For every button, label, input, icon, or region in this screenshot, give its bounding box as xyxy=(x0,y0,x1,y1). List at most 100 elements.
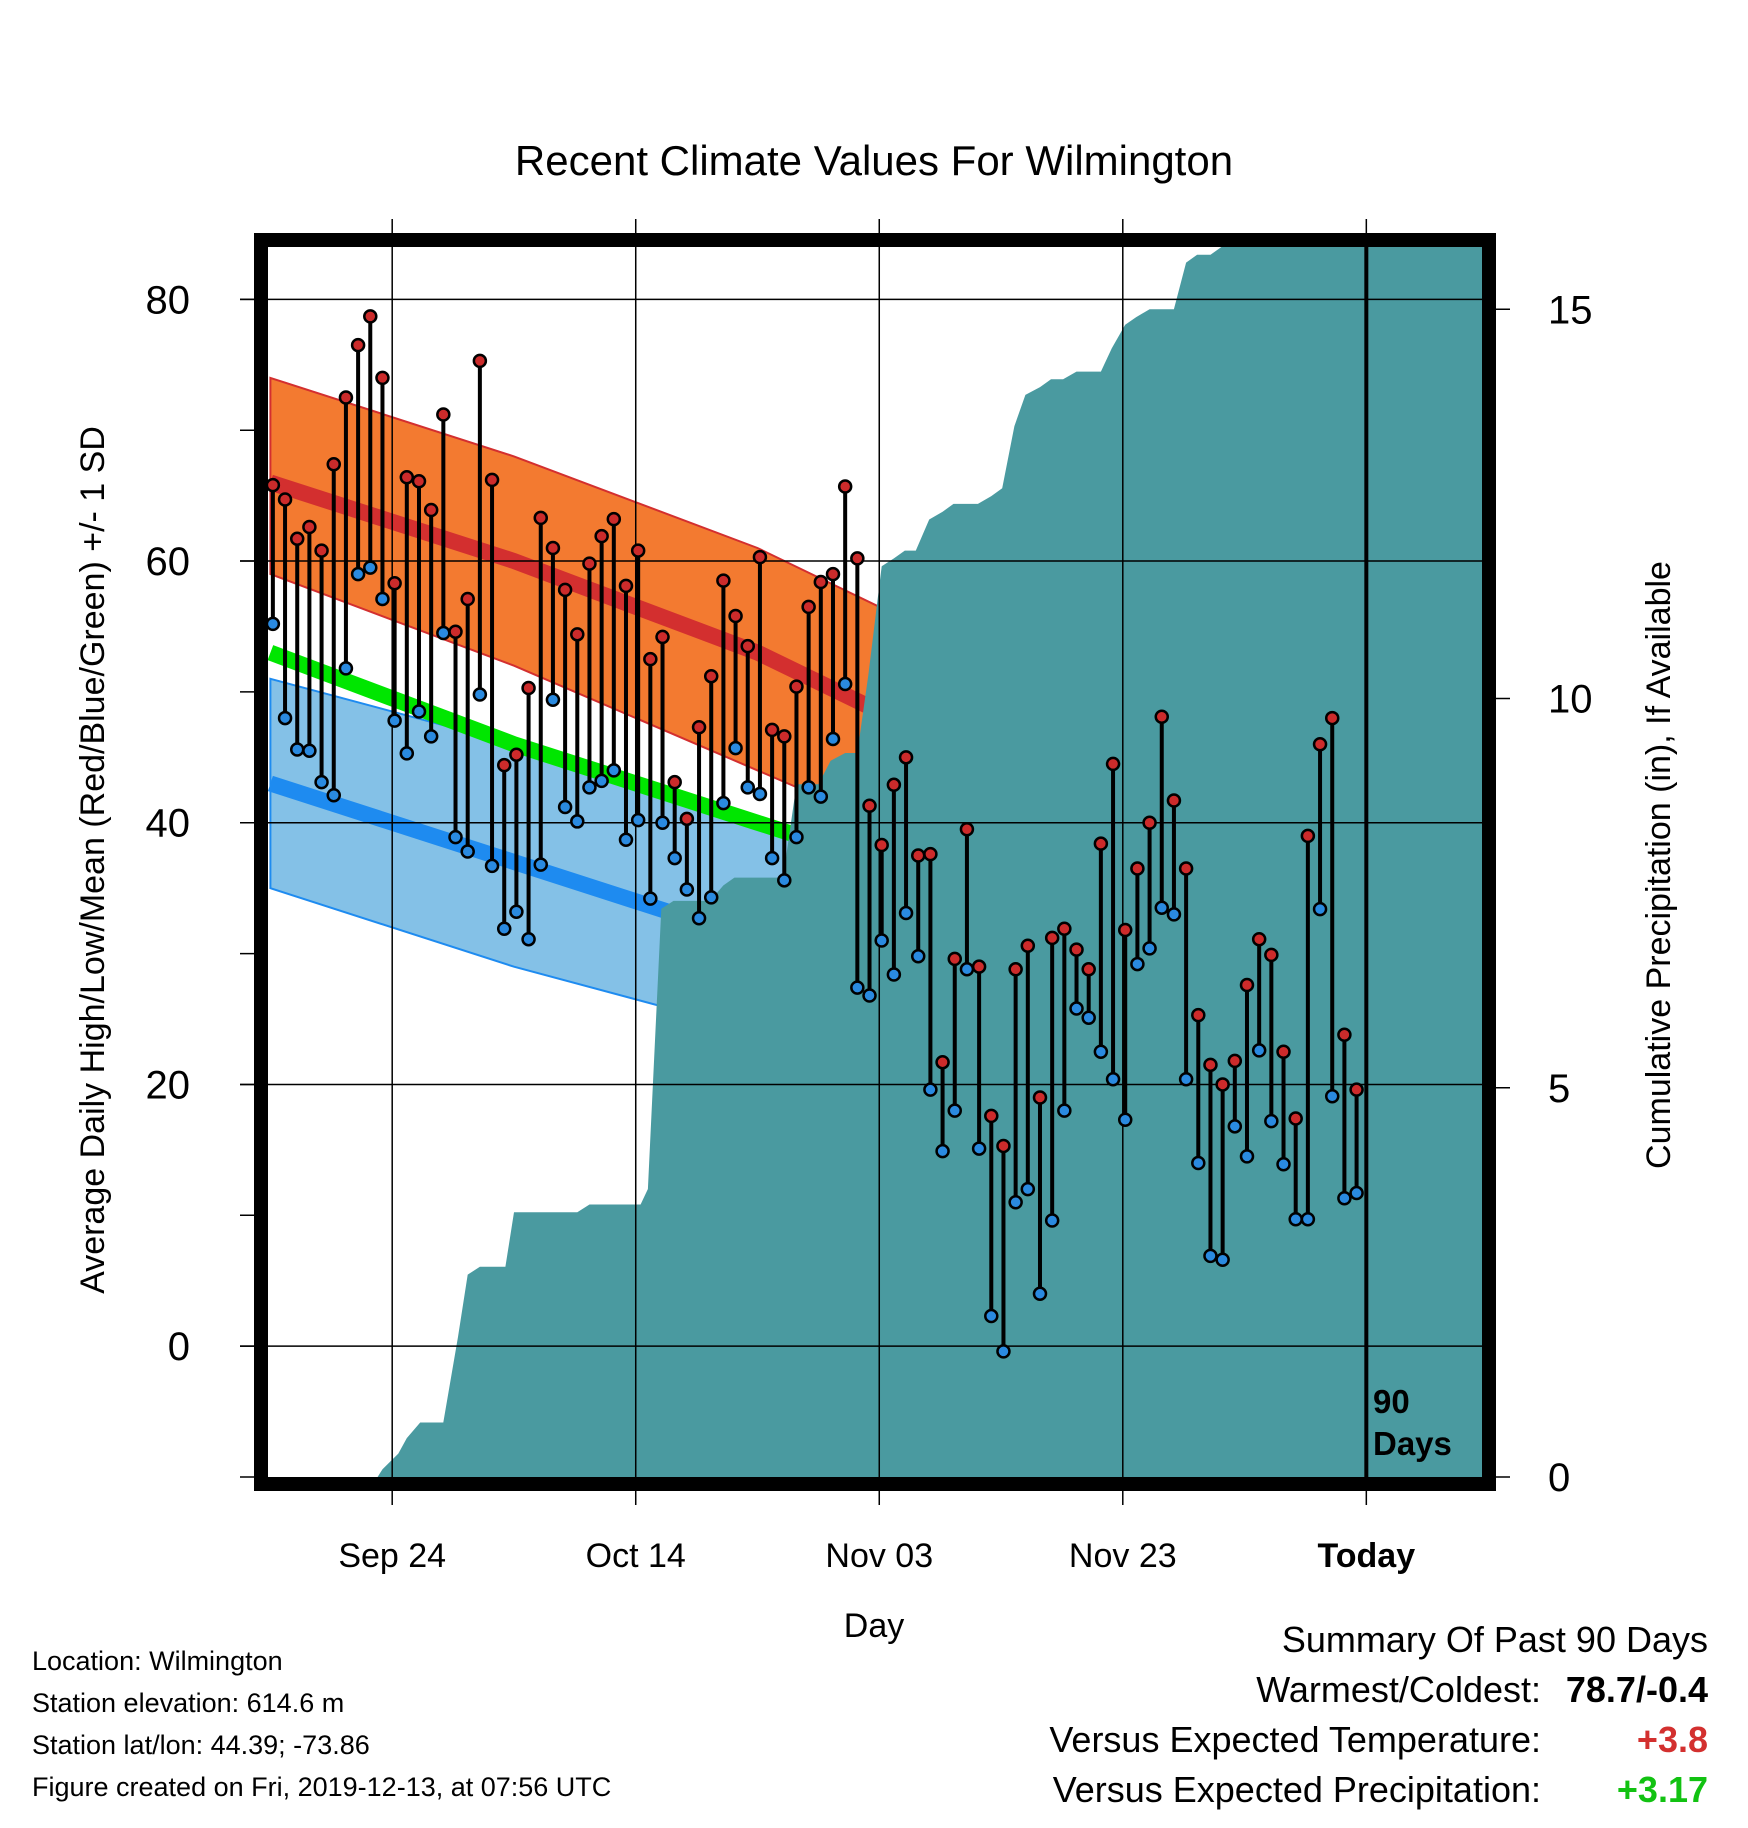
daily-low-point xyxy=(1324,1088,1340,1104)
daily-high-point xyxy=(1117,922,1133,938)
daily-high-point xyxy=(1337,1027,1352,1042)
y-tick-label-left: 80 xyxy=(146,278,191,322)
daily-high-point xyxy=(886,777,902,793)
daily-low-point xyxy=(484,858,500,874)
daily-low-point xyxy=(606,763,622,778)
daily-high-point xyxy=(277,492,293,507)
daily-low-point xyxy=(472,687,488,702)
x-tick-label: Today xyxy=(1318,1537,1416,1575)
daily-high-point xyxy=(935,1054,950,1070)
daily-high-point xyxy=(1349,1082,1364,1097)
daily-low-point xyxy=(1178,1071,1194,1087)
daily-low-point xyxy=(996,1344,1011,1359)
daily-high-point xyxy=(1239,977,1255,993)
daily-low-point xyxy=(789,829,804,845)
y-axis-label-left: Average Daily High/Low/Mean (Red/Blue/Gr… xyxy=(74,426,112,1294)
daily-high-point xyxy=(570,627,585,642)
summary-row-precipitation: Versus Expected Precipitation: +3.17 xyxy=(1049,1765,1708,1815)
daily-high-point xyxy=(1276,1044,1291,1059)
daily-low-point xyxy=(1300,1211,1316,1227)
daily-high-point xyxy=(557,582,573,598)
daily-low-point xyxy=(1057,1103,1072,1118)
daily-high-point xyxy=(1203,1057,1218,1073)
daily-high-point xyxy=(801,599,816,615)
daily-high-point xyxy=(594,528,609,544)
today-marker-label: 90 Days xyxy=(1373,1383,1452,1462)
location-text: Location: Wilmington xyxy=(32,1646,283,1676)
daily-high-point xyxy=(874,837,889,853)
daily-high-point xyxy=(484,472,500,488)
daily-high-point xyxy=(1166,793,1182,808)
daily-high-point xyxy=(582,556,597,571)
daily-high-point xyxy=(1178,861,1194,876)
daily-high-point xyxy=(667,774,682,790)
daily-low-point xyxy=(1349,1185,1364,1201)
daily-low-point xyxy=(728,740,743,756)
daily-high-point xyxy=(910,848,926,863)
daily-low-point xyxy=(1032,1286,1048,1302)
daily-low-point xyxy=(521,931,536,947)
daily-low-point xyxy=(302,743,317,759)
y-axis-label-right: Cumulative Precipitation (in), If Availa… xyxy=(1640,561,1678,1169)
daily-low-point xyxy=(764,850,780,866)
daily-low-point xyxy=(557,799,573,815)
daily-high-point xyxy=(533,510,549,526)
y-tick-label-left: 20 xyxy=(146,1063,191,1107)
created-text: Figure created on Fri, 2019-12-13, at 07… xyxy=(32,1772,612,1802)
daily-low-point xyxy=(1215,1252,1230,1268)
daily-high-point xyxy=(289,531,305,547)
daily-high-point xyxy=(1154,709,1170,725)
plot-area xyxy=(268,247,1482,1477)
daily-low-point xyxy=(850,980,865,995)
daily-low-point xyxy=(1251,1043,1267,1058)
daily-high-point xyxy=(302,519,317,535)
daily-low-point xyxy=(1191,1155,1206,1171)
daily-high-point xyxy=(947,951,963,967)
daily-low-point xyxy=(1203,1248,1218,1264)
daily-low-point xyxy=(935,1143,950,1159)
daily-high-point xyxy=(545,540,561,556)
x-tick-label: Nov 03 xyxy=(825,1537,933,1575)
daily-low-point xyxy=(777,873,792,888)
daily-low-point xyxy=(1337,1191,1352,1206)
daily-high-point xyxy=(1142,815,1157,830)
daily-high-point xyxy=(350,337,366,353)
daily-low-point xyxy=(813,789,829,804)
summary-temperature-value: +3.8 xyxy=(1636,1719,1708,1760)
daily-high-point xyxy=(850,551,865,566)
daily-high-point xyxy=(679,811,695,827)
daily-high-point xyxy=(606,511,622,527)
daily-low-point xyxy=(716,795,731,811)
daily-high-point xyxy=(1300,828,1316,844)
daily-low-point xyxy=(1044,1213,1060,1228)
daily-high-point xyxy=(1215,1077,1230,1092)
daily-high-point xyxy=(643,651,658,667)
latlon-text: Station lat/lon: 44.39; -73.86 xyxy=(32,1730,370,1760)
daily-high-point xyxy=(1020,938,1036,953)
daily-high-point xyxy=(764,722,780,738)
x-tick-label: Sep 24 xyxy=(338,1537,446,1575)
y-tick-label-right: 15 xyxy=(1548,288,1593,332)
daily-low-point xyxy=(1239,1149,1255,1164)
daily-high-point xyxy=(1032,1090,1048,1105)
daily-high-point xyxy=(777,729,792,744)
daily-low-point xyxy=(1117,1112,1133,1128)
daily-high-point xyxy=(923,846,938,862)
daily-high-point xyxy=(618,578,634,594)
daily-low-point xyxy=(971,1141,987,1156)
daily-high-point xyxy=(716,573,731,588)
daily-low-point xyxy=(679,882,695,897)
grid-lines xyxy=(240,219,1482,1505)
daily-low-point xyxy=(752,786,768,802)
daily-high-point xyxy=(691,719,707,735)
daily-high-point xyxy=(971,959,987,974)
daily-low-point xyxy=(1142,941,1157,956)
daily-low-point xyxy=(533,857,549,872)
plot-frame xyxy=(254,233,1496,1491)
daily-high-point xyxy=(1324,710,1340,726)
daily-high-point xyxy=(338,390,354,405)
daily-low-point xyxy=(277,710,293,726)
daily-low-point xyxy=(1227,1119,1243,1134)
summary-precipitation-value: +3.17 xyxy=(1616,1769,1708,1810)
